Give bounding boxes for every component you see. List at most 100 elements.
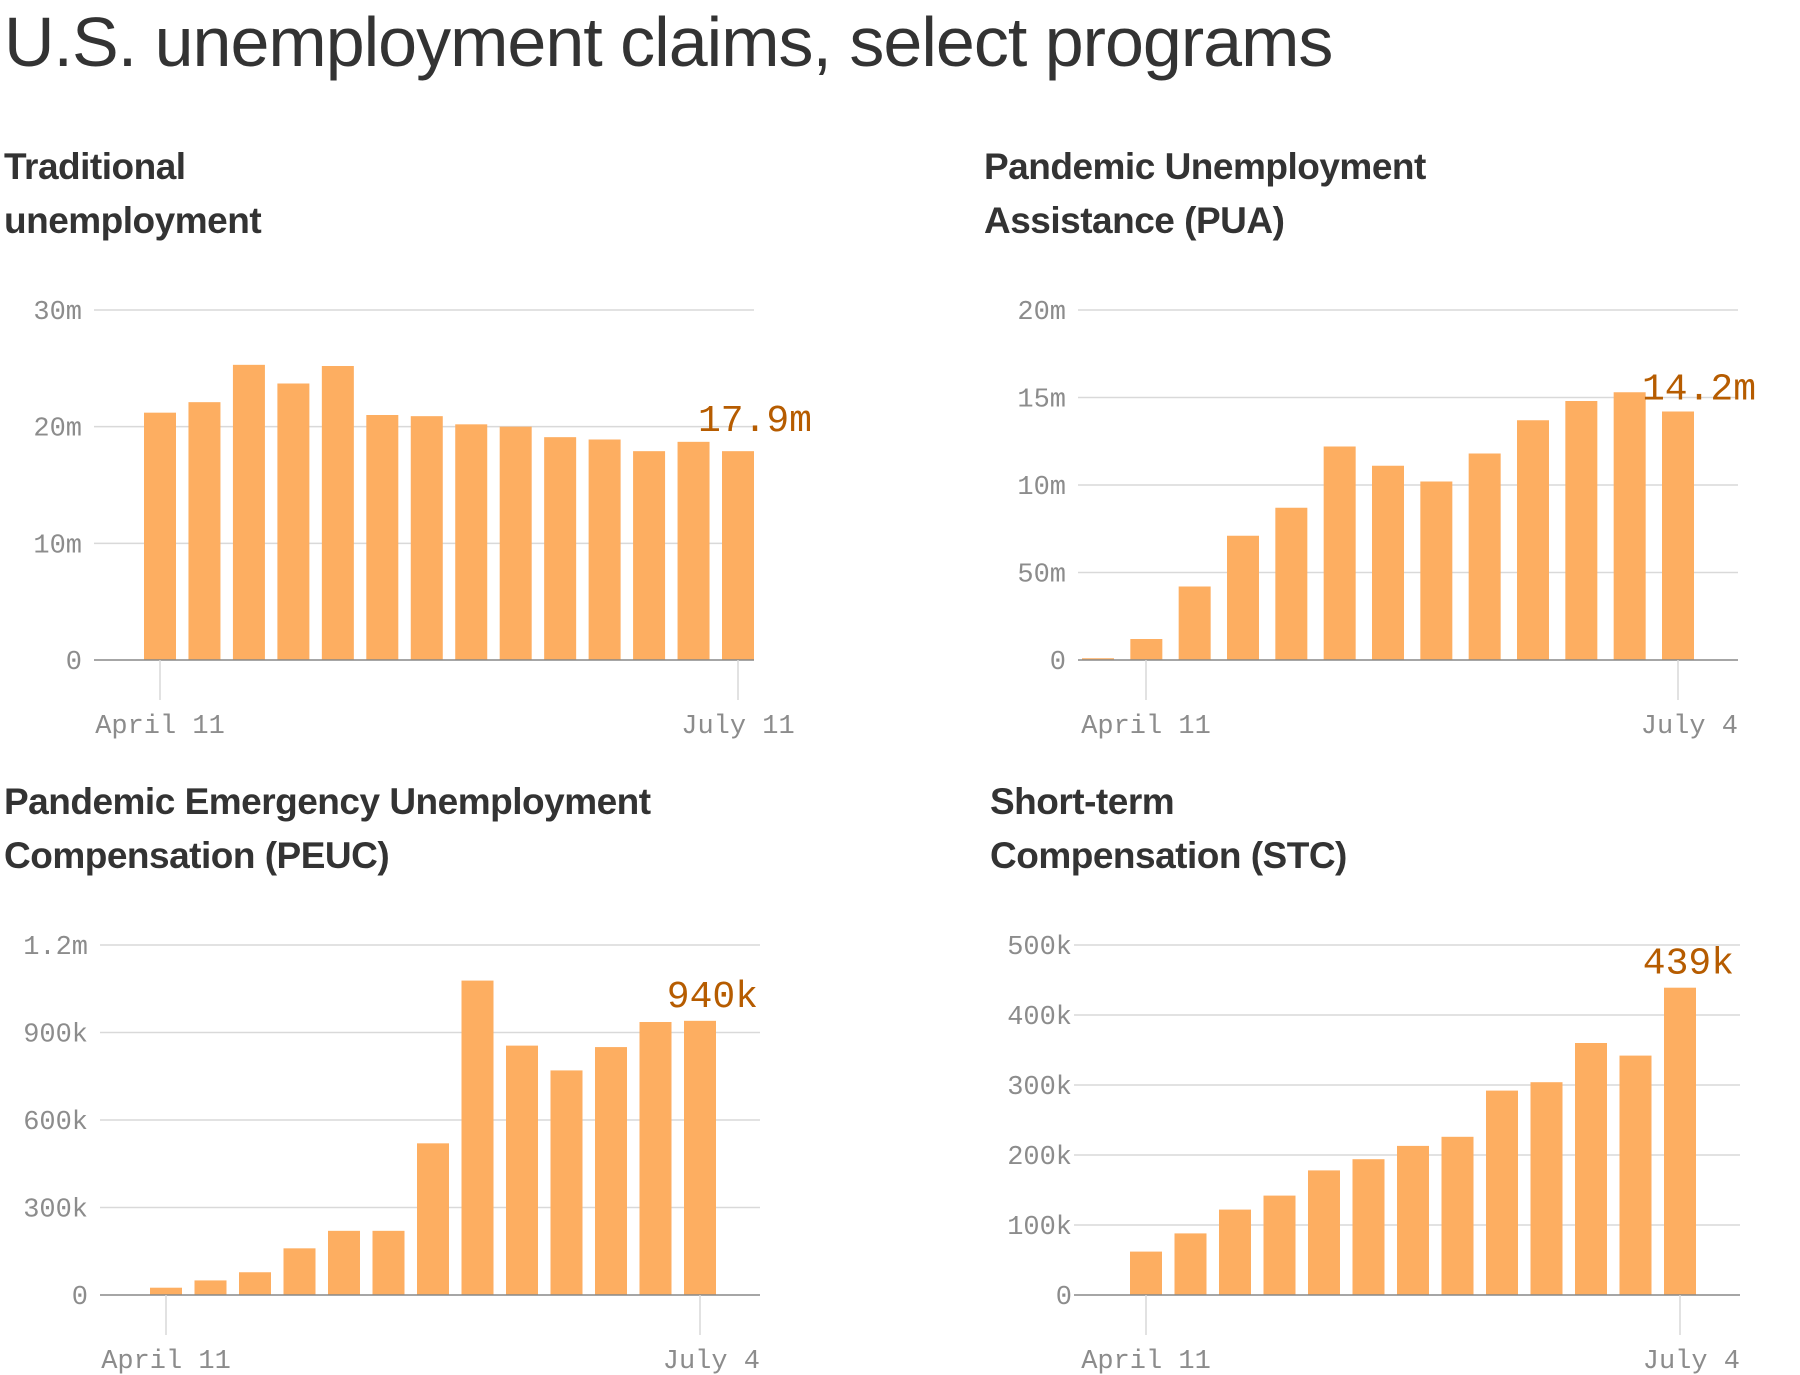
bar: [1174, 1233, 1207, 1295]
bar: [232, 364, 265, 660]
bar: [455, 424, 488, 660]
x-tick-label-last: July 4: [1643, 1347, 1740, 1375]
bar: [639, 1022, 672, 1295]
y-tick-label: 600k: [23, 1108, 88, 1138]
bar: [595, 1047, 627, 1295]
bar: [1219, 1209, 1251, 1295]
bar: [150, 1287, 182, 1295]
x-tick-label-first: April 11: [95, 712, 225, 742]
bar: [1420, 481, 1453, 660]
y-tick-label: 400k: [1007, 1003, 1072, 1033]
bar: [1486, 1090, 1518, 1295]
panel-title: Pandemic Emergency Unemployment Compensa…: [4, 775, 784, 883]
bar: [1323, 446, 1356, 660]
bar: [1662, 411, 1694, 660]
bar: [722, 451, 754, 660]
bar: [461, 980, 494, 1295]
bar: [550, 1070, 583, 1295]
bar: [1130, 639, 1163, 660]
bar: [1275, 507, 1308, 660]
y-tick-label: 0: [66, 648, 82, 678]
bar: [188, 402, 221, 660]
bar: [144, 412, 176, 660]
panel-title: Traditional unemployment: [4, 140, 784, 248]
panel-title: Short-term Compensation (STC): [990, 775, 1770, 883]
bar: [328, 1230, 360, 1295]
bar: [1130, 1251, 1162, 1295]
bar: [239, 1272, 271, 1295]
x-tick-label-first: April 11: [101, 1347, 231, 1375]
bar: [1352, 1159, 1385, 1295]
bar: [633, 451, 666, 660]
callout-latest-value: 14.2m: [1642, 369, 1756, 412]
bar: [677, 441, 710, 660]
panel-title-line: Pandemic Unemployment: [984, 146, 1426, 187]
x-tick-label-last: July 11: [681, 712, 794, 742]
x-tick-label-first: April 11: [1081, 712, 1211, 742]
y-tick-label: 0: [1050, 648, 1066, 678]
bar: [366, 415, 399, 660]
bar: [1517, 420, 1549, 660]
y-tick-label: 30m: [33, 298, 82, 328]
panel-title-line: Pandemic Emergency Unemployment: [4, 781, 651, 822]
bar: [372, 1230, 405, 1295]
panel-title-line: Compensation (PEUC): [4, 835, 390, 876]
bar: [1619, 1055, 1652, 1295]
y-tick-label: 0: [72, 1283, 88, 1313]
y-tick-label: 900k: [23, 1021, 88, 1051]
bar: [1613, 392, 1646, 660]
bar: [1530, 1082, 1563, 1295]
bar: [1664, 987, 1696, 1295]
panel-title-line: Short-term: [990, 781, 1175, 822]
bar: [321, 366, 354, 660]
bar: [499, 426, 532, 660]
bar-chart-stc: 0 100k 200k 300k 400k 500k April 11 July 4 439k: [1007, 933, 1740, 1375]
y-tick-label: 300k: [23, 1196, 88, 1226]
y-tick-label: 100k: [1007, 1213, 1072, 1243]
bar: [1082, 658, 1114, 660]
bar-chart-peuc: 0 300k 600k 900k 1.2m April 11 July 4 940k: [23, 933, 760, 1375]
bar: [1227, 535, 1259, 660]
y-tick-label: 0: [1056, 1283, 1072, 1313]
y-tick-label: 10m: [33, 531, 82, 561]
x-tick-label-last: July 4: [663, 1347, 760, 1375]
y-tick-label: 15m: [1017, 386, 1066, 416]
bar: [1308, 1170, 1340, 1295]
y-tick-label: 20m: [33, 415, 82, 445]
bar: [1565, 401, 1598, 660]
y-tick-label: 10m: [1017, 473, 1066, 503]
bar: [1397, 1145, 1429, 1295]
bar: [1263, 1195, 1296, 1295]
y-tick-label: 1.2m: [23, 933, 88, 963]
bar-chart-pua: 0 50m 10m 15m 20m April 11 July 4 14.2m: [1017, 298, 1756, 742]
panel-title: Pandemic Unemployment Assistance (PUA): [984, 140, 1764, 248]
callout-latest-value: 940k: [667, 976, 758, 1019]
bar: [1575, 1043, 1607, 1295]
main-title: U.S. unemployment claims, select program…: [4, 3, 1333, 81]
y-tick-label: 50m: [1017, 561, 1066, 591]
bar: [283, 1248, 316, 1295]
x-tick-label-first: April 11: [1081, 1347, 1211, 1375]
bar: [277, 383, 310, 660]
y-tick-label: 20m: [1017, 298, 1066, 328]
panel-title-line: Traditional: [4, 146, 186, 187]
bar: [410, 416, 443, 660]
bar: [417, 1143, 449, 1295]
bar: [544, 437, 577, 660]
bar: [1441, 1136, 1474, 1295]
bar: [194, 1280, 227, 1295]
bar: [1372, 465, 1404, 660]
x-tick-label-last: July 4: [1641, 712, 1738, 742]
bar: [684, 1020, 716, 1295]
bar-chart-traditional: 0 10m 20m 30m April 11 July 11 17.9m: [33, 298, 812, 742]
y-tick-label: 200k: [1007, 1143, 1072, 1173]
y-tick-label: 300k: [1007, 1073, 1072, 1103]
bar: [588, 439, 621, 660]
panel-title-line: unemployment: [4, 200, 262, 241]
callout-latest-value: 439k: [1643, 943, 1734, 986]
y-tick-label: 500k: [1007, 933, 1072, 963]
panel-title-line: Compensation (STC): [990, 835, 1347, 876]
bar: [1178, 586, 1211, 660]
bar: [1468, 453, 1501, 660]
panel-title-line: Assistance (PUA): [984, 200, 1285, 241]
